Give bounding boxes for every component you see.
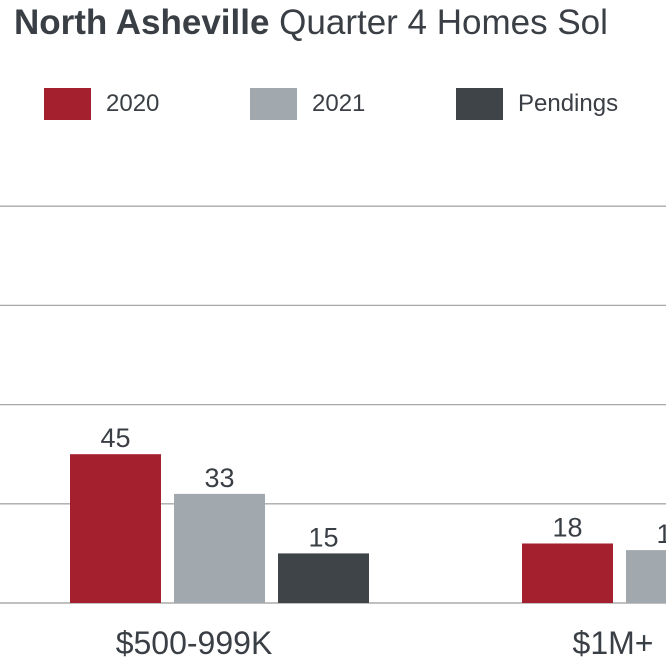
bars [70,454,666,603]
bar-2021-1 [174,493,265,603]
data-label: 33 [204,463,234,493]
chart-title-bold: North Asheville [14,3,270,42]
category-labels: $500-999K $1M+ [116,625,654,661]
data-label: 16 [656,519,666,549]
legend-swatch-pendings [456,88,503,120]
category-label: $500-999K [116,625,273,661]
bar-2021-2 [626,550,666,603]
legend-swatch-2021 [250,88,297,120]
legend-label-pendings: Pendings [518,90,619,117]
legend: 2020 2021 Pendings [0,88,666,120]
data-label: 45 [100,423,130,453]
data-labels: 45 33 15 18 16 [100,423,666,552]
bar-2020-1 [70,454,161,603]
chart-title: North Asheville Quarter 4 Homes Sol [14,0,608,46]
legend-label-2021: 2021 [312,90,366,117]
legend-swatch-2020 [44,88,91,120]
bar-2020-2 [522,543,613,603]
legend-label-2020: 2020 [106,90,160,117]
bar-pendings-1 [278,553,369,603]
data-label: 18 [552,512,582,542]
data-label: 15 [308,522,338,552]
category-label: $1M+ [573,625,654,661]
chart-title-rest: Quarter 4 Homes Sol [279,3,608,42]
